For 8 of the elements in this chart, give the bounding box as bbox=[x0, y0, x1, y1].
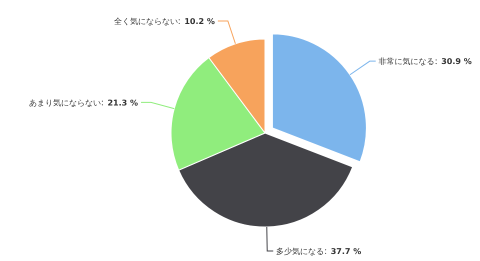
data-label: 21.3 % bbox=[107, 98, 138, 108]
slice-label: 全く気にならない bbox=[114, 16, 178, 26]
slice-label: 非常に気になる bbox=[378, 57, 435, 66]
data-label: 10.2 % bbox=[184, 16, 215, 26]
data-label: 30.9 % bbox=[441, 57, 472, 66]
slice-label: 多少気になる bbox=[276, 246, 324, 256]
data-label: 37.7 % bbox=[330, 246, 362, 256]
slice-label: あまり気にならない bbox=[28, 98, 101, 108]
